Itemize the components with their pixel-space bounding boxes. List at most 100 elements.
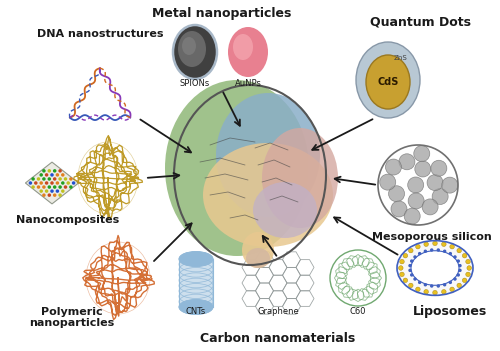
Ellipse shape [32, 177, 35, 181]
Ellipse shape [48, 177, 51, 181]
Ellipse shape [228, 27, 268, 77]
Ellipse shape [173, 25, 217, 79]
Ellipse shape [50, 173, 54, 177]
Ellipse shape [436, 248, 440, 252]
Ellipse shape [58, 185, 62, 189]
Ellipse shape [58, 193, 62, 197]
Text: Carbon nanomaterials: Carbon nanomaterials [200, 331, 356, 344]
Ellipse shape [431, 160, 447, 176]
Ellipse shape [456, 273, 460, 277]
Ellipse shape [443, 283, 446, 286]
Ellipse shape [182, 37, 196, 55]
Ellipse shape [45, 189, 48, 193]
Ellipse shape [253, 182, 317, 238]
Ellipse shape [58, 169, 62, 173]
Ellipse shape [424, 242, 428, 246]
Ellipse shape [443, 250, 446, 253]
Ellipse shape [203, 143, 333, 247]
Ellipse shape [399, 154, 415, 170]
Ellipse shape [58, 177, 62, 181]
Ellipse shape [386, 159, 402, 175]
Ellipse shape [408, 193, 424, 209]
Ellipse shape [64, 177, 67, 181]
Ellipse shape [66, 181, 70, 185]
Ellipse shape [61, 173, 64, 177]
Ellipse shape [246, 248, 270, 268]
Ellipse shape [416, 244, 420, 249]
Ellipse shape [42, 177, 45, 181]
Ellipse shape [32, 185, 35, 189]
Ellipse shape [467, 266, 471, 270]
Ellipse shape [422, 199, 438, 215]
Ellipse shape [403, 278, 407, 283]
Ellipse shape [448, 252, 452, 255]
Text: C60: C60 [350, 307, 366, 317]
Ellipse shape [418, 252, 422, 255]
Ellipse shape [380, 174, 396, 190]
Ellipse shape [430, 248, 434, 252]
Ellipse shape [414, 277, 416, 281]
Ellipse shape [415, 161, 431, 177]
Ellipse shape [37, 185, 40, 189]
Ellipse shape [408, 248, 413, 253]
Ellipse shape [410, 259, 414, 263]
Ellipse shape [48, 169, 51, 173]
Polygon shape [26, 162, 78, 204]
Ellipse shape [408, 177, 424, 193]
Ellipse shape [53, 185, 56, 189]
Ellipse shape [450, 287, 454, 292]
Ellipse shape [408, 269, 412, 272]
Ellipse shape [427, 175, 443, 191]
Ellipse shape [403, 253, 407, 258]
Text: DNA nanostructures: DNA nanostructures [37, 29, 163, 39]
Text: Graphene: Graphene [257, 307, 299, 317]
Text: nanoparticles: nanoparticles [30, 318, 114, 328]
Ellipse shape [42, 169, 45, 173]
Ellipse shape [424, 283, 427, 286]
Ellipse shape [50, 189, 54, 193]
Ellipse shape [40, 189, 43, 193]
Text: ZnS: ZnS [393, 55, 407, 61]
Ellipse shape [179, 252, 213, 266]
Ellipse shape [72, 181, 76, 185]
Text: AuNPs: AuNPs [234, 79, 262, 88]
Ellipse shape [56, 181, 59, 185]
Ellipse shape [410, 273, 414, 277]
Ellipse shape [50, 181, 54, 185]
Text: CNTs: CNTs [186, 307, 206, 317]
Ellipse shape [64, 185, 67, 189]
Ellipse shape [53, 177, 56, 181]
Ellipse shape [366, 55, 410, 109]
Ellipse shape [34, 181, 37, 185]
Ellipse shape [242, 232, 274, 268]
Ellipse shape [432, 241, 438, 246]
Ellipse shape [53, 193, 56, 197]
Ellipse shape [56, 189, 59, 193]
Ellipse shape [466, 259, 470, 264]
Ellipse shape [436, 284, 440, 288]
Ellipse shape [56, 173, 59, 177]
Ellipse shape [69, 185, 72, 189]
Text: CdS: CdS [378, 77, 398, 87]
Text: Quantum Dots: Quantum Dots [370, 15, 470, 28]
Ellipse shape [40, 173, 43, 177]
Ellipse shape [458, 269, 462, 272]
Ellipse shape [462, 278, 467, 283]
Ellipse shape [430, 284, 434, 288]
Ellipse shape [432, 188, 448, 205]
Ellipse shape [178, 31, 206, 67]
Ellipse shape [448, 281, 452, 284]
Ellipse shape [216, 93, 320, 217]
Ellipse shape [416, 287, 420, 292]
Ellipse shape [48, 185, 51, 189]
Ellipse shape [61, 181, 64, 185]
Ellipse shape [48, 193, 51, 197]
Ellipse shape [400, 272, 404, 277]
Ellipse shape [37, 177, 40, 181]
Ellipse shape [179, 299, 213, 314]
Ellipse shape [414, 146, 430, 161]
Text: Mesoporous silicon: Mesoporous silicon [372, 232, 492, 242]
Ellipse shape [61, 189, 64, 193]
Ellipse shape [28, 181, 32, 185]
Text: Polymeric: Polymeric [41, 307, 103, 317]
